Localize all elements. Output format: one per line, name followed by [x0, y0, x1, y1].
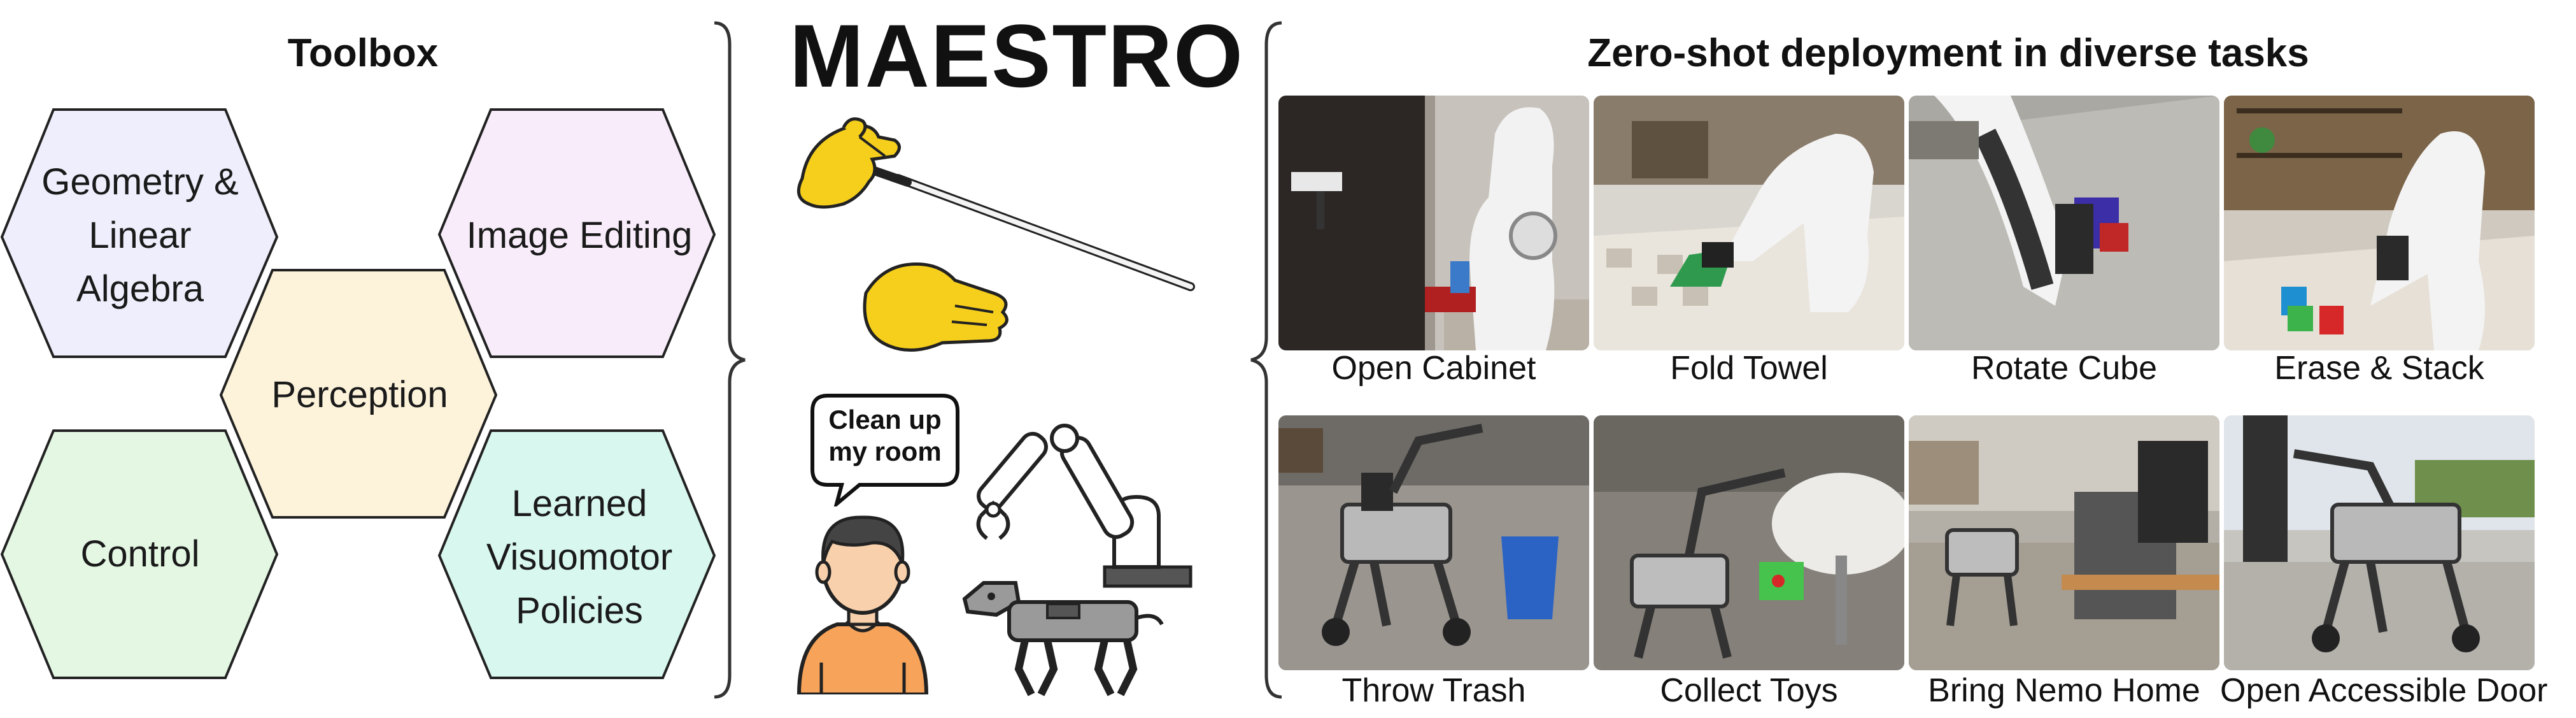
person-icon [796, 515, 929, 694]
hex-label-control: Control [80, 533, 200, 575]
task-caption-open-door: Open Accessible Door [2220, 672, 2548, 709]
hex-label-perception: Perception [271, 374, 448, 415]
hex-control [0, 429, 279, 679]
speech-bubble [810, 394, 959, 506]
hex-image-editing [437, 108, 716, 358]
maestro-title: MAESTRO [789, 6, 1244, 106]
task-photo-throw-trash [1278, 415, 1589, 670]
hex-label-image-editing: Image Editing [466, 215, 693, 256]
task-photo-collect-toys [1594, 415, 1904, 670]
robot-dog-icon [962, 581, 1164, 696]
conductor-illustration [796, 117, 1195, 352]
task-photo-fold-towel [1594, 96, 1904, 350]
task-caption-erase-stack: Erase & Stack [2274, 350, 2484, 387]
left-brace [714, 21, 746, 699]
task-photo-open-door [2224, 415, 2535, 670]
hex-label-learned-policies: Learned Visuomotor Policies [486, 483, 673, 631]
task-caption-open-cabinet: Open Cabinet [1331, 350, 1536, 387]
task-caption-bring-nemo: Bring Nemo Home [1928, 672, 2200, 709]
toolbox-hexagons [0, 108, 716, 679]
task-caption-throw-trash: Throw Trash [1341, 672, 1526, 709]
task-photo-open-cabinet [1278, 96, 1589, 350]
task-caption-collect-toys: Collect Toys [1660, 672, 1838, 709]
right-brace [1250, 21, 1282, 699]
hex-geometry [0, 108, 279, 358]
task-photo-rotate-cube [1909, 96, 2219, 350]
toolbox-title: Toolbox [287, 31, 439, 75]
deployment-title: Zero-shot deployment in diverse tasks [1587, 31, 2309, 75]
task-photo-bring-nemo [1909, 415, 2219, 670]
task-caption-fold-towel: Fold Towel [1670, 350, 1828, 387]
robot-arm-icon [976, 424, 1192, 588]
conductor-gloves-icon [796, 117, 1008, 352]
hex-label-geometry: Geometry & Linear Algebra [41, 161, 239, 310]
hex-perception [219, 269, 498, 519]
speech-bubble-text: Clean up my room [828, 405, 942, 466]
hex-learned-policies [437, 429, 716, 679]
task-caption-rotate-cube: Rotate Cube [1971, 350, 2157, 387]
task-photo-erase-stack [2224, 96, 2535, 350]
